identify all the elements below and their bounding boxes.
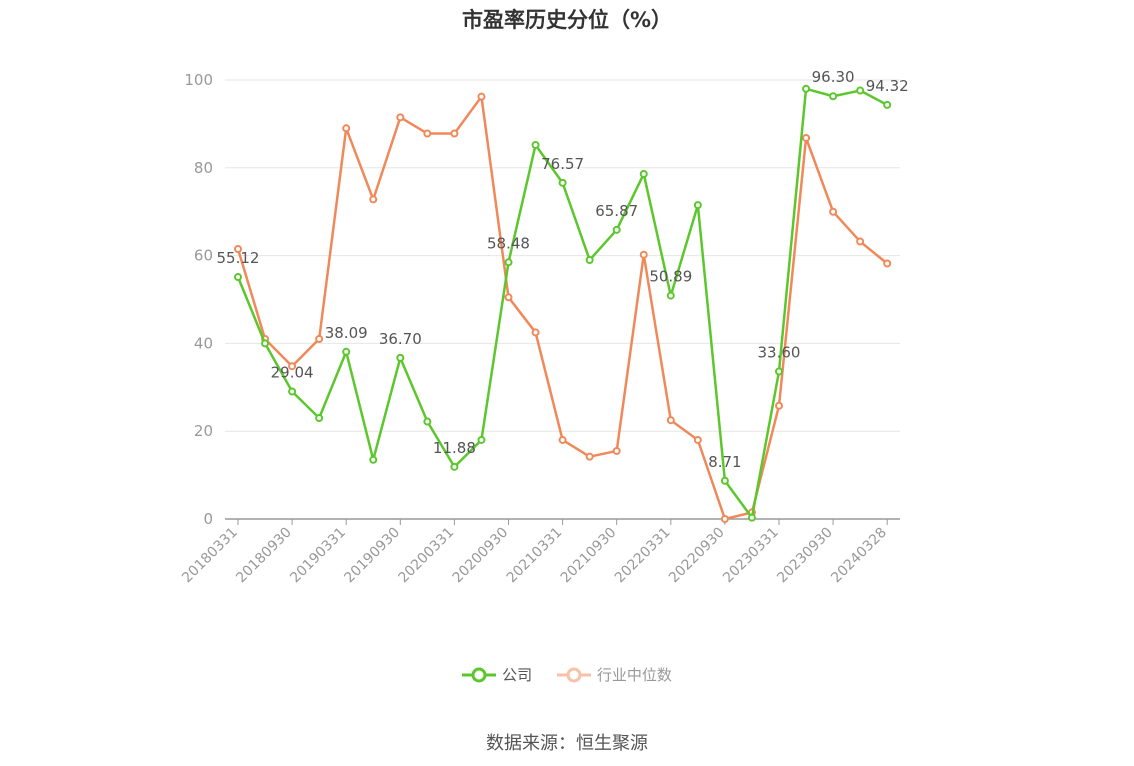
data-label: 11.88 bbox=[433, 439, 476, 457]
data-label: 50.89 bbox=[649, 268, 692, 286]
data-point-1 bbox=[477, 92, 486, 101]
data-point-0 bbox=[666, 291, 675, 300]
data-point-0 bbox=[396, 353, 405, 362]
data-point-0 bbox=[856, 86, 865, 95]
y-tick-label: 40 bbox=[194, 334, 213, 352]
legend: 公司 行业中位数 bbox=[0, 664, 1134, 688]
data-point-1 bbox=[639, 250, 648, 259]
data-point-0 bbox=[531, 140, 540, 149]
data-label: 36.70 bbox=[379, 330, 422, 348]
data-point-0 bbox=[612, 225, 621, 234]
data-point-0 bbox=[585, 255, 594, 264]
x-tick-label: 20190331 bbox=[287, 525, 349, 587]
data-label: 96.30 bbox=[812, 68, 855, 86]
legend-item-industry[interactable]: 行业中位数 bbox=[556, 664, 672, 685]
data-label: 76.57 bbox=[541, 155, 584, 173]
data-point-0 bbox=[829, 92, 838, 101]
data-point-0 bbox=[423, 417, 432, 426]
x-tick-label: 20230331 bbox=[720, 525, 782, 587]
data-point-1 bbox=[288, 362, 297, 371]
data-point-1 bbox=[693, 435, 702, 444]
data-point-0 bbox=[883, 100, 892, 109]
data-point-0 bbox=[802, 84, 811, 93]
data-point-0 bbox=[693, 201, 702, 210]
chart-title: 市盈率历史分位（%） bbox=[461, 8, 673, 32]
data-point-1 bbox=[315, 335, 324, 344]
data-point-0 bbox=[369, 455, 378, 464]
x-tick-label: 20200930 bbox=[450, 525, 512, 587]
data-point-0 bbox=[639, 169, 648, 178]
data-point-1 bbox=[423, 129, 432, 138]
data-point-1 bbox=[558, 435, 567, 444]
y-tick-label: 80 bbox=[194, 159, 213, 177]
data-point-0 bbox=[775, 367, 783, 376]
x-tick-label: 20180331 bbox=[179, 525, 241, 587]
data-point-1 bbox=[775, 401, 783, 410]
data-point-0 bbox=[747, 513, 756, 522]
legend-label-industry: 行业中位数 bbox=[596, 666, 672, 684]
data-point-1 bbox=[883, 259, 892, 268]
data-point-0 bbox=[450, 462, 459, 471]
x-tick-label: 20210331 bbox=[504, 525, 566, 587]
data-point-0 bbox=[504, 258, 513, 267]
legend-industry-marker-icon bbox=[556, 667, 591, 682]
data-point-0 bbox=[234, 273, 242, 282]
data-label: 65.87 bbox=[595, 202, 638, 220]
data-point-1 bbox=[585, 452, 594, 461]
x-tick-label: 20220331 bbox=[612, 525, 674, 587]
y-tick-label: 20 bbox=[194, 422, 213, 440]
data-point-0 bbox=[477, 435, 486, 444]
data-point-0 bbox=[558, 178, 567, 187]
data-point-1 bbox=[612, 446, 621, 455]
data-point-1 bbox=[666, 416, 675, 425]
x-tick-label: 20210930 bbox=[558, 525, 620, 587]
data-point-1 bbox=[342, 124, 351, 133]
data-point-1 bbox=[720, 515, 729, 523]
data-point-0 bbox=[342, 347, 351, 356]
data-label: 58.48 bbox=[487, 234, 530, 252]
y-tick-label: 60 bbox=[194, 247, 213, 265]
x-tick-label: 20220930 bbox=[666, 525, 728, 587]
data-label: 55.12 bbox=[217, 249, 260, 267]
data-point-1 bbox=[829, 207, 838, 216]
legend-company-marker-icon bbox=[462, 667, 497, 682]
data-point-1 bbox=[450, 129, 459, 138]
data-point-1 bbox=[531, 328, 540, 337]
data-source: 数据来源：恒生聚源 bbox=[486, 733, 648, 754]
legend-label-company: 公司 bbox=[502, 666, 533, 684]
data-label: 33.60 bbox=[758, 343, 801, 361]
data-point-0 bbox=[261, 339, 270, 348]
data-label: 94.32 bbox=[866, 77, 909, 95]
x-tick-label: 20180930 bbox=[233, 525, 295, 587]
x-tick-label: 20190930 bbox=[341, 525, 403, 587]
x-tick-label: 20230930 bbox=[774, 525, 836, 587]
legend-item-company[interactable]: 公司 bbox=[462, 664, 532, 685]
data-point-0 bbox=[288, 387, 297, 396]
data-point-1 bbox=[369, 195, 378, 204]
data-label: 8.71 bbox=[708, 453, 741, 471]
data-label: 29.04 bbox=[271, 364, 314, 382]
y-tick-label: 0 bbox=[203, 510, 213, 528]
data-point-0 bbox=[315, 414, 324, 423]
data-point-1 bbox=[234, 245, 242, 254]
data-point-1 bbox=[396, 113, 405, 122]
x-tick-label: 20240328 bbox=[828, 525, 890, 587]
data-label: 38.09 bbox=[325, 324, 368, 342]
data-point-1 bbox=[802, 133, 811, 142]
data-point-1 bbox=[504, 293, 513, 302]
x-tick-label: 20200331 bbox=[396, 525, 458, 587]
data-point-0 bbox=[720, 476, 729, 485]
data-point-1 bbox=[856, 237, 865, 246]
y-tick-label: 100 bbox=[184, 71, 213, 89]
